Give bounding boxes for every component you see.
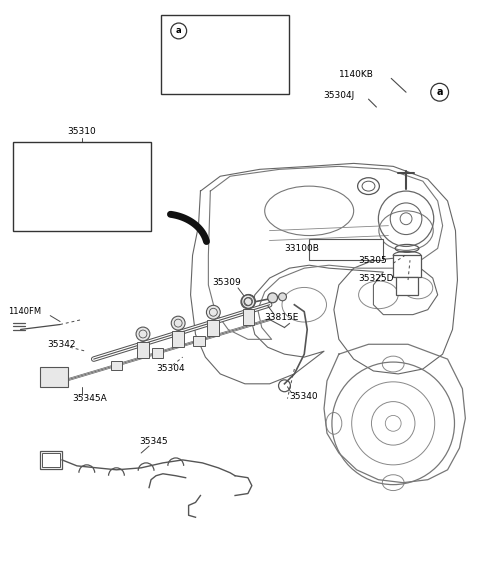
FancyBboxPatch shape (152, 349, 164, 358)
Circle shape (206, 305, 220, 319)
FancyBboxPatch shape (40, 367, 68, 387)
Circle shape (241, 294, 255, 308)
Circle shape (431, 83, 448, 101)
FancyBboxPatch shape (12, 142, 151, 231)
Text: 35305: 35305 (359, 256, 387, 265)
FancyBboxPatch shape (193, 336, 204, 346)
FancyBboxPatch shape (110, 360, 122, 371)
Text: a: a (436, 87, 443, 97)
FancyBboxPatch shape (172, 331, 184, 347)
FancyBboxPatch shape (396, 277, 418, 295)
Text: a: a (176, 27, 181, 36)
FancyBboxPatch shape (207, 320, 219, 336)
Text: 35340: 35340 (289, 392, 318, 401)
Text: 35310: 35310 (68, 127, 96, 136)
FancyBboxPatch shape (161, 15, 289, 94)
Text: 31337F: 31337F (192, 26, 236, 36)
FancyBboxPatch shape (309, 238, 384, 260)
Circle shape (268, 293, 277, 303)
Circle shape (124, 202, 134, 212)
FancyBboxPatch shape (393, 255, 421, 277)
Text: 33100B: 33100B (285, 244, 319, 253)
Text: 35304: 35304 (156, 364, 185, 373)
Text: 35342: 35342 (47, 340, 76, 349)
Text: 35312K: 35312K (23, 172, 57, 181)
FancyBboxPatch shape (137, 342, 149, 358)
FancyBboxPatch shape (242, 309, 254, 325)
Text: 35345A: 35345A (72, 394, 107, 403)
Circle shape (51, 205, 57, 211)
Text: 35304J: 35304J (323, 91, 354, 99)
Text: 35325D: 35325D (359, 273, 394, 282)
Text: 1140KB: 1140KB (339, 70, 374, 79)
Circle shape (136, 327, 150, 341)
Circle shape (171, 23, 187, 39)
FancyBboxPatch shape (40, 451, 62, 469)
Text: 33815E: 33815E (264, 313, 299, 322)
FancyBboxPatch shape (42, 453, 60, 467)
Text: 35309: 35309 (212, 277, 241, 286)
Circle shape (171, 316, 185, 330)
Text: 1140FM: 1140FM (8, 307, 41, 316)
Text: 35345: 35345 (139, 437, 168, 446)
Circle shape (278, 293, 287, 301)
Text: 35310: 35310 (68, 152, 96, 161)
